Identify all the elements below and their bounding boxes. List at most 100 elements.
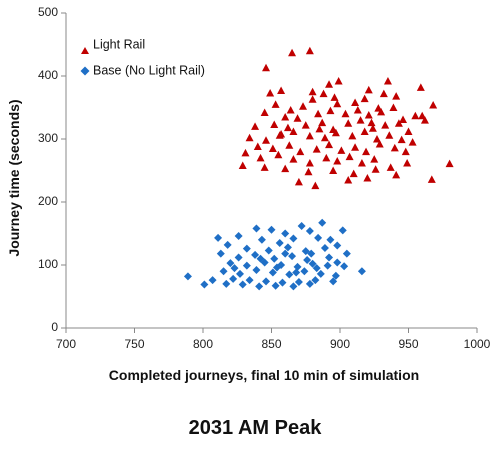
data-point-light-rail: [345, 152, 354, 161]
legend: Light Rail Base (No Light Rail): [80, 37, 205, 77]
data-point-light-rail: [408, 138, 417, 146]
data-point-light-rail: [277, 86, 286, 94]
x-tick-label: 950: [398, 337, 418, 351]
data-point-light-rail: [312, 145, 321, 153]
data-point-base: [270, 254, 279, 263]
data-point-base: [333, 258, 342, 267]
data-point-light-rail: [262, 136, 271, 144]
data-point-base: [257, 235, 266, 244]
data-point-light-rail: [401, 147, 410, 156]
x-ticks: 700 750 800 850 900 950 1000: [56, 328, 491, 351]
data-point-light-rail: [383, 77, 392, 85]
data-point-base: [333, 241, 342, 250]
data-point-light-rail: [375, 140, 384, 148]
data-point-base: [283, 243, 292, 252]
data-point-light-rail: [238, 161, 247, 169]
data-point-base: [323, 261, 332, 270]
data-point-light-rail: [275, 131, 284, 139]
data-point-base: [264, 246, 273, 255]
data-point-light-rail: [372, 135, 381, 143]
data-point-base: [297, 221, 306, 230]
data-point-light-rail: [363, 174, 372, 182]
data-point-light-rail: [386, 163, 395, 171]
legend-label-base: Base (No Light Rail): [93, 63, 205, 77]
data-point-light-rail: [296, 147, 305, 156]
data-point-base: [267, 225, 276, 234]
data-point-light-rail: [392, 170, 401, 179]
data-point-light-rail: [283, 123, 292, 132]
data-point-base: [230, 264, 239, 273]
x-tick-label: 900: [330, 337, 350, 351]
data-point-light-rail: [325, 140, 334, 149]
data-point-base: [245, 276, 254, 285]
data-point-light-rail: [360, 127, 369, 135]
data-point-light-rail: [420, 116, 429, 124]
data-point-light-rail: [289, 127, 298, 135]
x-tick-label: 750: [124, 337, 144, 351]
data-point-light-rail: [271, 100, 280, 108]
data-point-light-rail: [253, 142, 262, 151]
data-point-base: [281, 249, 290, 258]
legend-label-light-rail: Light Rail: [93, 37, 145, 51]
data-point-light-rail: [308, 95, 317, 103]
data-point-base: [292, 268, 301, 277]
data-point-base: [226, 259, 235, 268]
data-point-base: [300, 267, 309, 276]
data-point-light-rail: [362, 147, 371, 156]
data-point-base: [271, 281, 280, 290]
data-point-light-rail: [293, 114, 302, 122]
data-point-light-rail: [304, 167, 313, 176]
data-point-light-rail: [377, 107, 386, 116]
legend-marker-light-rail: [81, 47, 89, 54]
data-point-base: [214, 233, 223, 242]
data-point-light-rail: [344, 175, 353, 184]
data-point-light-rail: [319, 89, 328, 98]
y-tick-label: 100: [38, 257, 58, 271]
data-point-light-rail: [320, 133, 329, 142]
data-point-light-rail: [305, 46, 314, 55]
data-point-base: [285, 270, 294, 279]
data-point-light-rail: [314, 109, 323, 118]
data-point-light-rail: [260, 108, 269, 117]
x-tick-label: 800: [193, 337, 213, 351]
data-point-light-rail: [397, 135, 406, 144]
data-point-light-rail: [241, 148, 250, 157]
data-point-base: [289, 282, 298, 291]
data-point-light-rail: [392, 92, 401, 100]
data-point-light-rail: [334, 77, 343, 85]
data-point-base: [200, 280, 209, 289]
data-point-base: [312, 264, 321, 273]
data-point-light-rail: [274, 150, 283, 159]
data-point-light-rail: [349, 169, 358, 178]
data-point-light-rail: [308, 87, 317, 96]
data-point-light-rail: [399, 115, 408, 123]
data-point-light-rail: [389, 103, 398, 111]
data-point-light-rail: [353, 106, 362, 114]
data-points: [183, 46, 454, 291]
data-point-base: [252, 266, 261, 275]
data-point-light-rail: [367, 118, 376, 127]
data-point-base: [305, 279, 314, 288]
data-point-light-rail: [322, 153, 331, 162]
y-ticks: 0 100 200 300 400 500: [38, 5, 66, 334]
data-point-light-rail: [270, 120, 279, 129]
data-point-light-rail: [294, 177, 303, 186]
data-point-light-rail: [403, 158, 412, 167]
data-point-base: [320, 243, 329, 252]
y-tick-label: 0: [51, 320, 58, 334]
data-point-base: [242, 244, 251, 253]
data-point-light-rail: [286, 106, 295, 114]
data-point-light-rail: [348, 131, 357, 140]
data-point-light-rail: [370, 155, 379, 163]
data-point-base: [183, 272, 192, 281]
data-point-light-rail: [357, 158, 366, 167]
x-axis-title: Completed journeys, final 10 min of simu…: [109, 367, 419, 383]
y-tick-label: 200: [38, 194, 58, 208]
data-point-light-rail: [445, 159, 454, 168]
data-point-light-rail: [351, 143, 360, 151]
data-point-light-rail: [305, 158, 314, 167]
data-point-light-rail: [285, 141, 294, 149]
data-point-base: [219, 267, 228, 276]
data-point-light-rail: [326, 106, 335, 115]
data-point-light-rail: [360, 94, 369, 103]
